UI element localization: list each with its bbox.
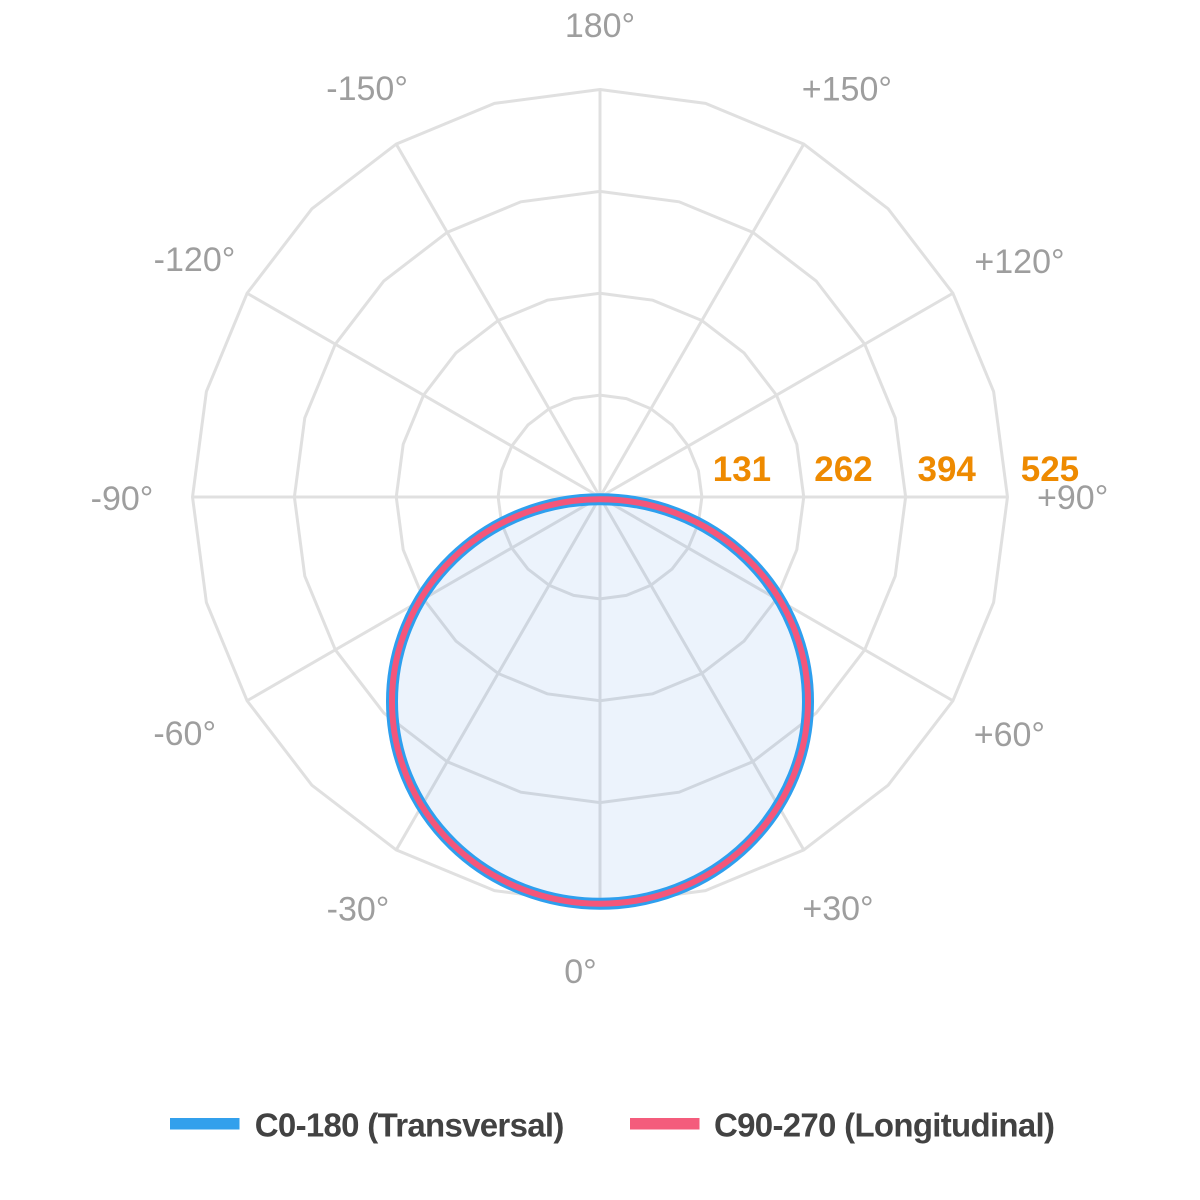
svg-text:+60°: +60° — [974, 716, 1045, 754]
svg-text:C90-270 (Longitudinal): C90-270 (Longitudinal) — [714, 1107, 1054, 1144]
svg-text:-120°: -120° — [154, 241, 236, 279]
svg-text:+30°: +30° — [802, 890, 873, 928]
svg-text:+150°: +150° — [802, 71, 892, 109]
svg-text:394: 394 — [918, 450, 977, 489]
svg-text:-60°: -60° — [153, 715, 216, 753]
svg-text:-90°: -90° — [91, 480, 154, 518]
svg-text:C0-180 (Transversal): C0-180 (Transversal) — [255, 1107, 564, 1144]
svg-text:+120°: +120° — [974, 243, 1064, 281]
svg-text:131: 131 — [713, 450, 771, 489]
svg-text:262: 262 — [814, 450, 872, 489]
svg-text:-30°: -30° — [327, 891, 390, 929]
svg-text:+90°: +90° — [1037, 479, 1108, 517]
svg-text:0°: 0° — [564, 953, 597, 991]
svg-text:525: 525 — [1021, 450, 1079, 489]
svg-text:180°: 180° — [565, 7, 635, 45]
svg-text:-150°: -150° — [326, 70, 408, 108]
